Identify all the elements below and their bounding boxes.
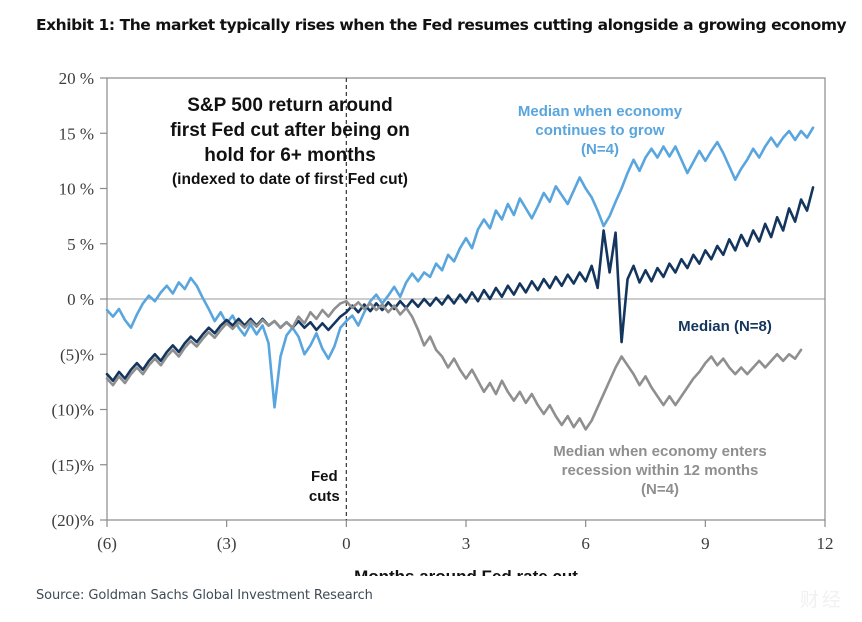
x-tick-label: 0 bbox=[342, 534, 351, 553]
x-tick-label: 6 bbox=[581, 534, 590, 553]
series-label-recession-2: recession within 12 months bbox=[562, 462, 759, 479]
series-lines bbox=[105, 126, 815, 431]
page-title: Exhibit 1: The market typically rises wh… bbox=[36, 16, 847, 34]
x-axis-ticks: (6) (3) 0 3 6 9 12 Months around Fed rate cut bbox=[97, 520, 834, 576]
y-tick-label: (20)% bbox=[52, 511, 94, 530]
fed-cuts-label-1: Fed bbox=[311, 468, 338, 485]
source-note: Source: Goldman Sachs Global Investment … bbox=[36, 588, 373, 603]
series-label-grow-1: Median when economy bbox=[518, 103, 683, 120]
x-tick-label: 9 bbox=[701, 534, 710, 553]
chart-canvas: 20 % 15 % 10 % 5 % 0 % (5)% (10)% (15)% (20)% (6… bbox=[0, 56, 862, 576]
x-tick-label: (6) bbox=[97, 534, 117, 553]
y-tick-label: 10 % bbox=[59, 180, 94, 199]
series-label-recession-3: (N=4) bbox=[641, 481, 679, 498]
x-axis-title: Months around Fed rate cut bbox=[354, 567, 578, 576]
y-tick-label: (10)% bbox=[52, 401, 94, 420]
y-tick-label: (15)% bbox=[52, 456, 94, 475]
series-label-grow-3: (N=4) bbox=[581, 141, 619, 158]
y-tick-label: 15 % bbox=[59, 124, 94, 143]
series-label-grow-2: continues to grow bbox=[535, 122, 664, 139]
x-tick-label: 12 bbox=[817, 534, 834, 553]
series-line bbox=[105, 126, 815, 409]
x-tick-label: (3) bbox=[217, 534, 237, 553]
series-line bbox=[105, 299, 803, 431]
series-line bbox=[105, 186, 815, 383]
x-tick-label: 3 bbox=[462, 534, 471, 553]
series-label-median: Median (N=8) bbox=[678, 318, 772, 335]
watermark: 财经 bbox=[799, 589, 844, 611]
line-chart: 20 % 15 % 10 % 5 % 0 % (5)% (10)% (15)% (20)% (6… bbox=[52, 69, 834, 576]
callout-line-2: first Fed cut after being on bbox=[170, 120, 410, 141]
fed-cuts-label-2: cuts bbox=[309, 488, 340, 505]
y-tick-label: 20 % bbox=[59, 69, 94, 88]
y-axis-ticks: 20 % 15 % 10 % 5 % 0 % (5)% (10)% (15)% (20)% bbox=[52, 69, 107, 530]
y-tick-label: 5 % bbox=[67, 235, 94, 254]
callout-line-4: (indexed to date of first Fed cut) bbox=[172, 171, 408, 188]
callout-line-3: hold for 6+ months bbox=[204, 145, 376, 166]
y-tick-label: 0 % bbox=[67, 290, 94, 309]
series-label-recession-1: Median when economy enters bbox=[553, 443, 766, 460]
chart-text-labels: S&P 500 return around first Fed cut after… bbox=[170, 95, 772, 505]
callout-line-1: S&P 500 return around bbox=[187, 95, 393, 116]
y-tick-label: (5)% bbox=[60, 345, 94, 364]
